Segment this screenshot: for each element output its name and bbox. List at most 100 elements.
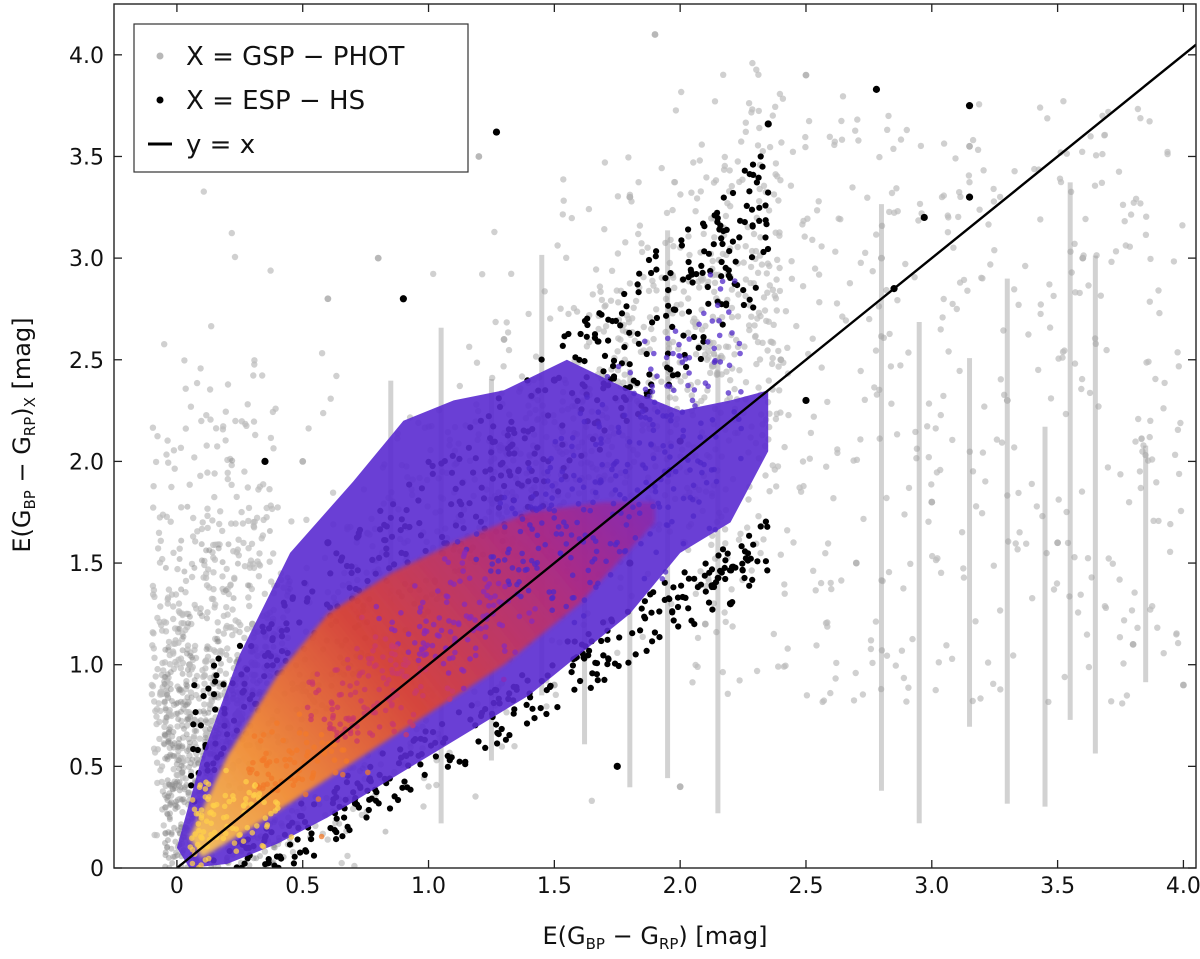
gsp-phot-point — [846, 280, 854, 287]
gsp-phot-point — [186, 764, 193, 770]
gsp-phot-point — [809, 335, 816, 342]
gsp-phot-point — [890, 145, 897, 152]
density-point — [452, 649, 458, 656]
gsp-phot-point — [165, 644, 172, 651]
esp-hs-point — [763, 221, 770, 228]
density-point — [443, 599, 450, 606]
density-point — [446, 696, 453, 702]
gsp-phot-point — [255, 486, 262, 493]
density-point — [587, 507, 593, 514]
density-point — [459, 560, 466, 566]
gsp-phot-point — [189, 656, 197, 664]
gsp-phot-point — [667, 236, 674, 244]
gsp-phot-point — [852, 127, 859, 134]
density-point — [303, 739, 310, 746]
esp-hs-point — [722, 575, 729, 583]
gsp-phot-point — [160, 822, 167, 829]
esp-hs-point — [294, 836, 301, 843]
gsp-phot-point — [748, 567, 755, 574]
gsp-phot-point — [955, 213, 962, 221]
gsp-phot-point — [725, 343, 732, 351]
gsp-phot-point — [234, 560, 241, 567]
density-point — [366, 660, 373, 667]
esp-hs-point — [648, 609, 655, 616]
gsp-phot-point — [952, 155, 959, 162]
esp-hs-point — [404, 784, 411, 791]
gsp-phot-point — [671, 178, 678, 186]
gsp-phot-sample-point — [1054, 539, 1062, 547]
gsp-phot-point — [658, 164, 665, 172]
gsp-phot-point — [250, 418, 258, 425]
esp-hs-point — [741, 548, 749, 555]
esp-hs-point — [262, 861, 269, 868]
density-point — [593, 441, 599, 448]
density-point — [332, 769, 339, 776]
gsp-phot-point — [601, 159, 609, 166]
gsp-phot-point — [1160, 650, 1167, 657]
gsp-phot-point — [217, 692, 224, 699]
density-point — [701, 310, 707, 317]
density-point — [354, 645, 360, 652]
esp-hs-sample-point — [802, 396, 810, 405]
gsp-phot-point — [1004, 492, 1011, 499]
gsp-phot-point — [164, 689, 171, 696]
gsp-phot-point — [211, 556, 219, 563]
density-point — [441, 556, 448, 562]
gsp-phot-streak — [878, 204, 884, 791]
gsp-phot-point — [635, 230, 642, 238]
gsp-phot-point — [1116, 634, 1124, 641]
gsp-phot-streak — [1092, 255, 1098, 754]
gsp-phot-point — [1022, 540, 1030, 547]
gsp-phot-point — [696, 284, 703, 291]
density-point — [313, 689, 319, 696]
density-point — [410, 711, 417, 718]
gsp-phot-point — [1085, 282, 1092, 289]
gsp-phot-point — [1137, 115, 1144, 122]
gsp-phot-point — [263, 514, 270, 521]
gsp-phot-point — [824, 619, 831, 626]
density-point — [372, 643, 378, 649]
gsp-phot-point — [855, 137, 862, 144]
esp-hs-sample-point — [872, 85, 881, 93]
gsp-phot-point — [503, 709, 510, 716]
density-point — [466, 575, 473, 581]
gsp-phot-point — [799, 458, 807, 465]
gsp-phot-point — [179, 774, 187, 781]
density-point — [716, 332, 723, 339]
gsp-phot-point — [766, 143, 774, 151]
density-point — [205, 781, 212, 787]
gsp-phot-point — [320, 409, 327, 417]
gsp-phot-point — [799, 283, 807, 290]
density-point — [226, 798, 232, 805]
esp-hs-point — [762, 518, 770, 525]
density-point — [198, 815, 205, 821]
gsp-phot-point — [1063, 150, 1071, 157]
gsp-phot-point — [939, 314, 946, 321]
density-point — [486, 603, 492, 609]
gsp-phot-point — [735, 536, 743, 543]
density-point — [472, 617, 478, 623]
gsp-phot-point — [776, 90, 784, 98]
gsp-phot-point — [709, 257, 716, 265]
density-point — [561, 519, 567, 525]
gsp-phot-point — [945, 214, 952, 221]
density-point — [717, 286, 724, 292]
esp-hs-point — [236, 642, 244, 650]
density-point — [195, 821, 202, 827]
gsp-phot-point — [694, 379, 701, 386]
density-point — [287, 756, 293, 763]
density-point — [615, 363, 622, 370]
gsp-phot-point — [178, 796, 185, 803]
esp-hs-point — [494, 740, 501, 747]
gsp-phot-point — [165, 738, 172, 744]
gsp-phot-point — [972, 618, 979, 625]
gsp-phot-point — [164, 753, 170, 760]
density-point — [417, 604, 424, 611]
density-point — [599, 401, 606, 408]
gsp-phot-point — [547, 315, 554, 322]
gsp-phot-point — [760, 536, 767, 543]
density-point — [396, 670, 402, 677]
gsp-phot-point — [247, 557, 255, 564]
gsp-phot-point — [818, 364, 825, 371]
density-point — [647, 531, 653, 537]
